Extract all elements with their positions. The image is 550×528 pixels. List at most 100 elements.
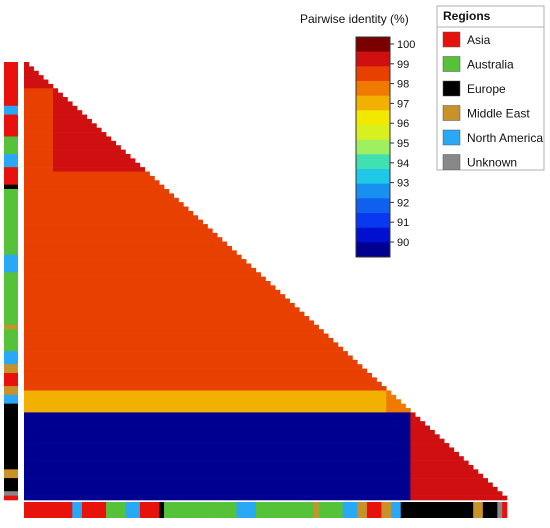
- heatmap-cell-row-30-seg-0: [24, 193, 175, 199]
- heatmap-cell-row-25-seg-0: [24, 171, 150, 177]
- heatmap-cell-row-87-seg-1: [410, 443, 450, 448]
- heatmap-cell-row-2-seg-0: [24, 70, 39, 76]
- bottom-track-segment-18: [473, 502, 484, 518]
- heatmap-cell-row-37-seg-0: [24, 224, 208, 229]
- left-track-segment-8: [4, 254, 18, 273]
- regions-title: Regions: [443, 9, 491, 23]
- heatmap-cell-row-95-seg-1: [410, 478, 488, 483]
- heatmap-cell-row-12-seg-1: [52, 114, 88, 120]
- heatmap-cell-row-87-seg-0: [24, 443, 411, 448]
- heatmap-cell-row-5-seg-0: [24, 83, 54, 89]
- heatmap-cell-row-91-seg-0: [24, 460, 411, 466]
- heatmap-cell-row-80-seg-1: [410, 412, 416, 418]
- heatmap-cell-row-60-seg-0: [24, 324, 319, 330]
- scale-swatch-10: [356, 183, 390, 199]
- heatmap-cell-row-21-seg-0: [24, 153, 54, 159]
- heatmap-cell-row-49-seg-0: [24, 276, 266, 282]
- heatmap-cell-row-6-seg-0: [24, 88, 54, 93]
- heatmap-cell-row-71-seg-0: [24, 372, 373, 378]
- heatmap-cell-row-20-seg-1: [52, 149, 126, 155]
- scale-tick-label-4: 96: [397, 118, 409, 130]
- heatmap-cell-row-66-seg-0: [24, 351, 348, 356]
- bottom-track-segment-9: [255, 502, 315, 518]
- bottom-track-segment-2: [81, 502, 107, 518]
- bottom-track-segment-19: [482, 502, 498, 518]
- heatmap-cell-row-8-seg-0: [24, 97, 54, 102]
- heatmap-cell-row-77-seg-0: [24, 399, 387, 404]
- heatmap-cell-row-35-seg-0: [24, 215, 199, 220]
- heatmap-cell-row-7-seg-0: [24, 92, 54, 98]
- heatmap-cell-row-91-seg-1: [410, 460, 469, 466]
- heatmap-cell-row-13-seg-1: [52, 118, 92, 124]
- region-swatch-unknown: [442, 154, 461, 170]
- heatmap-cell-row-88-seg-1: [410, 447, 455, 453]
- heatmap-cell-row-28-seg-0: [24, 184, 165, 190]
- heatmap-cell-row-54-seg-0: [24, 298, 290, 304]
- heatmap-cell-row-26-seg-0: [24, 175, 155, 181]
- region-swatch-north-america: [442, 129, 461, 146]
- heatmap-cell-row-15-seg-0: [24, 127, 54, 133]
- heatmap-cell-row-76-seg-1: [386, 394, 397, 400]
- scale-swatch-13: [356, 227, 390, 243]
- heatmap-cell-row-99-seg-0: [24, 495, 411, 501]
- heatmap-cell-row-36-seg-0: [24, 219, 204, 225]
- heatmap-cell-row-99-seg-1: [410, 495, 508, 501]
- heatmap-cell-row-95-seg-0: [24, 478, 411, 483]
- heatmap-cell-row-98-seg-0: [24, 491, 411, 496]
- scale-swatch-3: [356, 81, 390, 96]
- bottom-track-segment-11: [318, 502, 344, 518]
- heatmap-cell-row-85-seg-0: [24, 434, 411, 439]
- heatmap-cell-row-14-seg-0: [24, 123, 54, 128]
- bottom-track-segment-13: [357, 502, 368, 518]
- scale-swatch-2: [356, 66, 390, 82]
- heatmap-cell-row-75-seg-1: [386, 390, 392, 396]
- bottom-region-track: [24, 502, 508, 518]
- bottom-track-segment-16: [391, 502, 402, 518]
- left-track-segment-11: [4, 329, 18, 352]
- bottom-track-segment-21: [502, 502, 508, 518]
- bottom-track-segment-12: [342, 502, 358, 518]
- heatmap-cell-row-58-seg-0: [24, 316, 310, 321]
- heatmap-cell-row-57-seg-0: [24, 311, 305, 317]
- heatmap-cell-row-85-seg-1: [410, 434, 440, 439]
- scale-swatch-0: [356, 37, 390, 52]
- scale-tick-label-6: 94: [397, 158, 409, 170]
- bottom-track-segment-4: [125, 502, 141, 518]
- heatmap-cell-row-90-seg-0: [24, 456, 411, 461]
- heatmap-cell-row-4-seg-0: [24, 79, 49, 85]
- heatmap-cell-row-39-seg-0: [24, 232, 218, 238]
- heatmap-cell-row-9-seg-0: [24, 101, 54, 107]
- heatmap-cell-row-23-seg-1: [52, 162, 141, 168]
- heatmap-cell-row-88-seg-0: [24, 447, 411, 453]
- heatmap-cell-row-48-seg-0: [24, 272, 261, 277]
- heatmap-cell-row-34-seg-0: [24, 210, 194, 216]
- heatmap-cell-row-93-seg-1: [410, 469, 479, 475]
- scale-tick-label-2: 98: [397, 79, 409, 91]
- left-track-segment-1: [4, 105, 18, 115]
- left-track-segment-15: [4, 386, 18, 396]
- heatmap-cell-row-80-seg-0: [24, 412, 411, 418]
- heatmap-cell-row-17-seg-1: [52, 136, 112, 142]
- left-track-segment-5: [4, 167, 18, 185]
- heatmap-cell-row-82-seg-1: [410, 421, 426, 426]
- heatmap-cell-row-79-seg-1: [386, 408, 411, 413]
- left-track-segment-0: [4, 62, 18, 107]
- heatmap-cell-row-81-seg-0: [24, 416, 411, 422]
- scale-tick-label-7: 93: [397, 178, 409, 190]
- bottom-track-segment-7: [164, 502, 237, 518]
- scale-swatch-4: [356, 95, 390, 111]
- bottom-track-segment-0: [24, 502, 73, 518]
- bottom-track-segment-15: [381, 502, 392, 518]
- heatmap-cell-row-6-seg-1: [52, 88, 59, 93]
- heatmap-cell-row-17-seg-0: [24, 136, 54, 142]
- heatmap-cell-row-63-seg-0: [24, 337, 334, 343]
- heatmap-cell-row-41-seg-0: [24, 241, 228, 247]
- bottom-track-segment-10: [313, 502, 319, 518]
- heatmap-cell-row-24-seg-1: [52, 167, 146, 172]
- left-track-segment-7: [4, 189, 18, 256]
- heatmap-cell-row-84-seg-1: [410, 429, 435, 435]
- heatmap-cell-row-73-seg-0: [24, 381, 382, 387]
- heatmap-cell-row-40-seg-0: [24, 237, 223, 242]
- scale-tick-label-8: 92: [397, 197, 409, 209]
